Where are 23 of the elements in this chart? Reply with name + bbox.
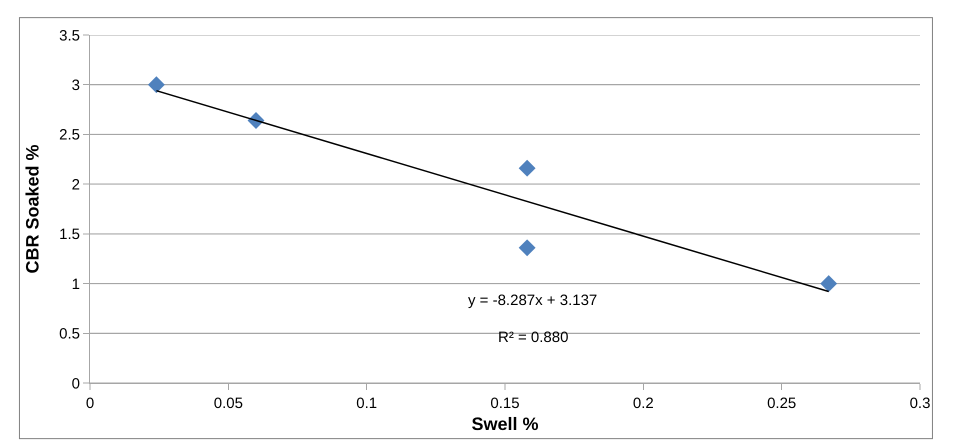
x-tick-label: 0	[86, 395, 94, 412]
point	[148, 76, 165, 94]
point	[518, 160, 536, 177]
y-tick-label: 3.5	[59, 27, 80, 44]
y-tick-label: 1.5	[59, 226, 80, 244]
point	[518, 239, 536, 256]
y-tick-label: 2.5	[59, 126, 80, 144]
x-axis-title: Swell %	[471, 414, 539, 434]
y-tick-label: 0	[72, 375, 80, 392]
x-tick-label: 0.25	[767, 395, 796, 412]
y-tick-label: 0.5	[59, 326, 80, 343]
annotation: y = -8.287x + 3.137	[468, 292, 598, 309]
x-tick-label: 0.2	[632, 395, 654, 412]
x-tick-label: 0.3	[910, 395, 930, 412]
x-tick-label: 0.15	[490, 395, 520, 412]
x-tick-label: 0.05	[214, 395, 243, 412]
y-tick-label: 3	[72, 76, 80, 94]
y-tick-label: 2	[72, 176, 80, 194]
y-axis-title: CBR Soaked %	[22, 144, 42, 274]
y-tick-label: 1	[72, 276, 80, 293]
annotation: R² = 0.880	[498, 329, 568, 346]
x-tick-label: 0.1	[356, 395, 378, 412]
point	[820, 275, 838, 292]
